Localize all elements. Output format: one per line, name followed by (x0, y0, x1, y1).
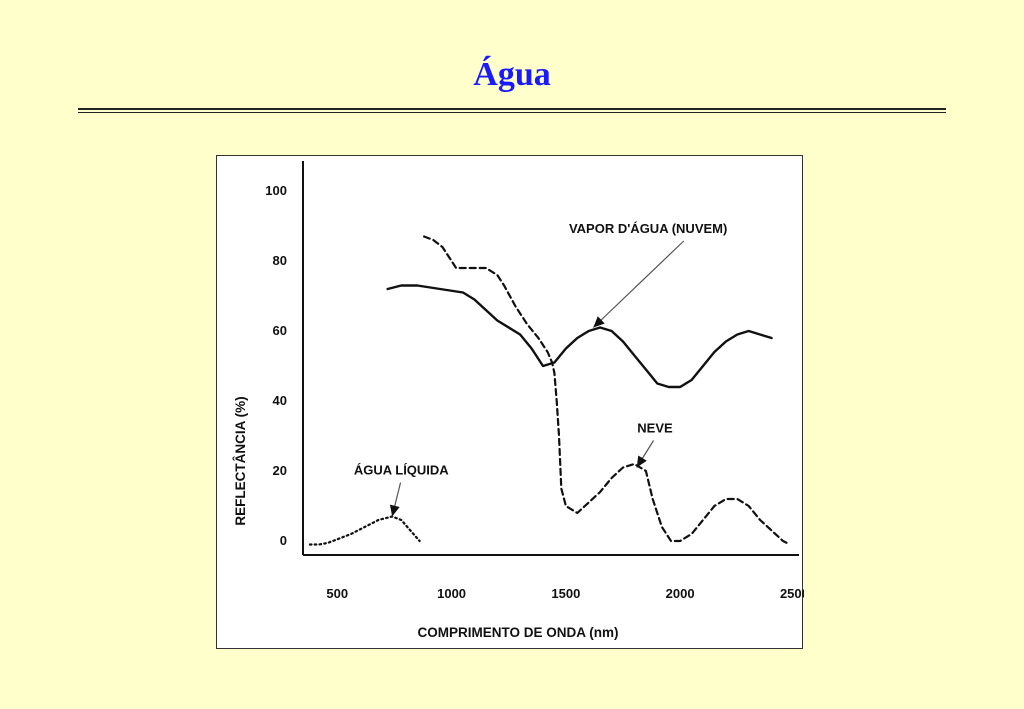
axes (302, 161, 799, 556)
x-tick-label: 1500 (551, 586, 580, 601)
reflectance-chart: 0 20 40 60 80 100 500 1000 1500 2000 2500 VAPOR D'… (216, 155, 804, 649)
x-axis-label: COMPRIMENTO DE ONDA (nm) (418, 625, 619, 640)
x-tick-label: 2500 (780, 586, 804, 601)
y-axis-label: REFLECTÂNCIA (%) (233, 396, 248, 525)
annotation-label: ÁGUA LÍQUIDA (354, 463, 449, 478)
title-divider (78, 108, 946, 113)
y-tick-label: 0 (280, 533, 287, 548)
chart-canvas: 0 20 40 60 80 100 500 1000 1500 2000 2500 VAPOR D'… (233, 161, 804, 640)
y-tick-label: 80 (273, 253, 287, 268)
annotation-arrowhead (593, 316, 605, 328)
x-tick-label: 2000 (666, 586, 695, 601)
y-tick-label: 20 (273, 463, 287, 478)
annotation-arrow-line (592, 240, 685, 328)
series-line-1 (423, 235, 791, 546)
x-tick-label: 1000 (437, 586, 466, 601)
y-tick-label: 60 (273, 323, 287, 338)
x-tick-label: 500 (326, 586, 348, 601)
y-tick-label: 40 (273, 393, 287, 408)
annotation-arrowhead (636, 455, 647, 468)
annotations: VAPOR D'ÁGUA (NUVEM) NEVE ÁGUA LÍQUIDA (354, 221, 727, 517)
annotation-label: VAPOR D'ÁGUA (NUVEM) (569, 221, 727, 236)
series-line-0 (386, 284, 773, 389)
series-line-2 (308, 515, 421, 546)
series-group (308, 235, 791, 546)
slide-title: Água (473, 56, 551, 93)
y-tick-label: 100 (265, 183, 287, 198)
annotation-arrowhead (389, 504, 400, 517)
tick-labels: 0 20 40 60 80 100 500 1000 1500 2000 2500 (265, 183, 804, 601)
annotation-label: NEVE (637, 421, 673, 436)
